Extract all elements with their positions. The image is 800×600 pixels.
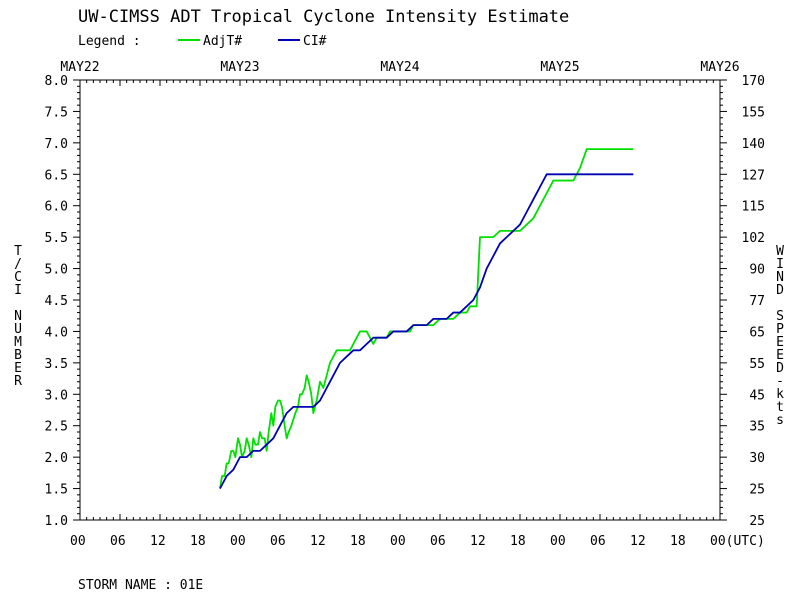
y-tick-label-left: 2.0 bbox=[45, 451, 68, 466]
x-tick-label: 06 bbox=[430, 534, 446, 549]
x-tick-label: 00(UTC) bbox=[710, 534, 765, 549]
legend-label: Legend : bbox=[78, 34, 141, 49]
y-tick-label-right: 140 bbox=[742, 137, 765, 152]
y-tick-label-left: 8.0 bbox=[45, 74, 68, 89]
y-tick-label-right: 45 bbox=[749, 388, 765, 403]
y-tick-label-left: 3.0 bbox=[45, 388, 68, 403]
y-tick-label-right: 55 bbox=[749, 357, 765, 372]
y-tick-label-left: 7.5 bbox=[45, 105, 68, 120]
x-tick-label: 06 bbox=[110, 534, 126, 549]
x-tick-label: 00 bbox=[70, 534, 86, 549]
y-tick-label-left: 5.0 bbox=[45, 263, 68, 278]
plot-frame bbox=[79, 79, 721, 521]
y-tick-label-left: 4.0 bbox=[45, 325, 68, 340]
y-tick-label-left: 3.5 bbox=[45, 357, 68, 372]
chart-title: UW-CIMSS ADT Tropical Cyclone Intensity … bbox=[78, 7, 569, 27]
date-label: MAY25 bbox=[540, 60, 579, 75]
data-lines bbox=[219, 148, 634, 489]
y-tick-label-right: 127 bbox=[742, 168, 765, 183]
date-label: MAY23 bbox=[220, 60, 259, 75]
y-tick-label-right: 90 bbox=[749, 263, 765, 278]
x-tick-label: 12 bbox=[310, 534, 326, 549]
legend-entry-adjt: AdjT# bbox=[203, 34, 242, 49]
y-tick-label-left: 1.0 bbox=[45, 514, 68, 529]
x-tick-label: 18 bbox=[510, 534, 526, 549]
y-tick-label-right: 102 bbox=[742, 231, 765, 246]
axis-ticks bbox=[73, 79, 727, 521]
date-label: MAY26 bbox=[700, 60, 739, 75]
x-tick-label: 18 bbox=[670, 534, 686, 549]
y-tick-label-right: 65 bbox=[749, 325, 765, 340]
date-label: MAY24 bbox=[380, 60, 419, 75]
x-tick-label: 06 bbox=[590, 534, 606, 549]
y-tick-label-left: 4.5 bbox=[45, 294, 68, 309]
x-tick-label: 00 bbox=[390, 534, 406, 549]
y-tick-label-right: 25 bbox=[749, 483, 765, 498]
y-tick-label-right: 77 bbox=[749, 294, 765, 309]
x-tick-label: 12 bbox=[150, 534, 166, 549]
storm-name: STORM NAME : 01E bbox=[78, 578, 203, 593]
y-tick-label-right: 170 bbox=[742, 74, 765, 89]
y-tick-label-left: 2.5 bbox=[45, 420, 68, 435]
x-tick-label: 18 bbox=[350, 534, 366, 549]
x-tick-label: 12 bbox=[470, 534, 486, 549]
legend-entry-ci: CI# bbox=[303, 34, 327, 49]
y-tick-label-right: 35 bbox=[749, 420, 765, 435]
y-tick-label-left: 1.5 bbox=[45, 483, 68, 498]
x-tick-label: 06 bbox=[270, 534, 286, 549]
y-tick-label-left: 7.0 bbox=[45, 137, 68, 152]
date-label: MAY22 bbox=[60, 60, 99, 75]
x-tick-label: 00 bbox=[550, 534, 566, 549]
y-tick-label-left: 5.5 bbox=[45, 231, 68, 246]
series-line-adjt bbox=[219, 148, 634, 489]
y-tick-label-right: 155 bbox=[742, 105, 765, 120]
y-tick-label-left: 6.0 bbox=[45, 200, 68, 215]
x-tick-label: 00 bbox=[230, 534, 246, 549]
x-tick-label: 12 bbox=[630, 534, 646, 549]
axis-labels: 1.0 1.5 2.0 2.5 3.0 3.5 4.0 4.5 5.0 5.5 6.0 6.5 7.0 7… bbox=[45, 60, 765, 549]
y-tick-label-right: 25 bbox=[749, 514, 765, 529]
y-tick-label-right: 30 bbox=[749, 451, 765, 466]
y-tick-label-right: 115 bbox=[742, 200, 765, 215]
y-tick-label-left: 6.5 bbox=[45, 168, 68, 183]
series-line-ci bbox=[219, 173, 634, 489]
x-tick-label: 18 bbox=[190, 534, 206, 549]
